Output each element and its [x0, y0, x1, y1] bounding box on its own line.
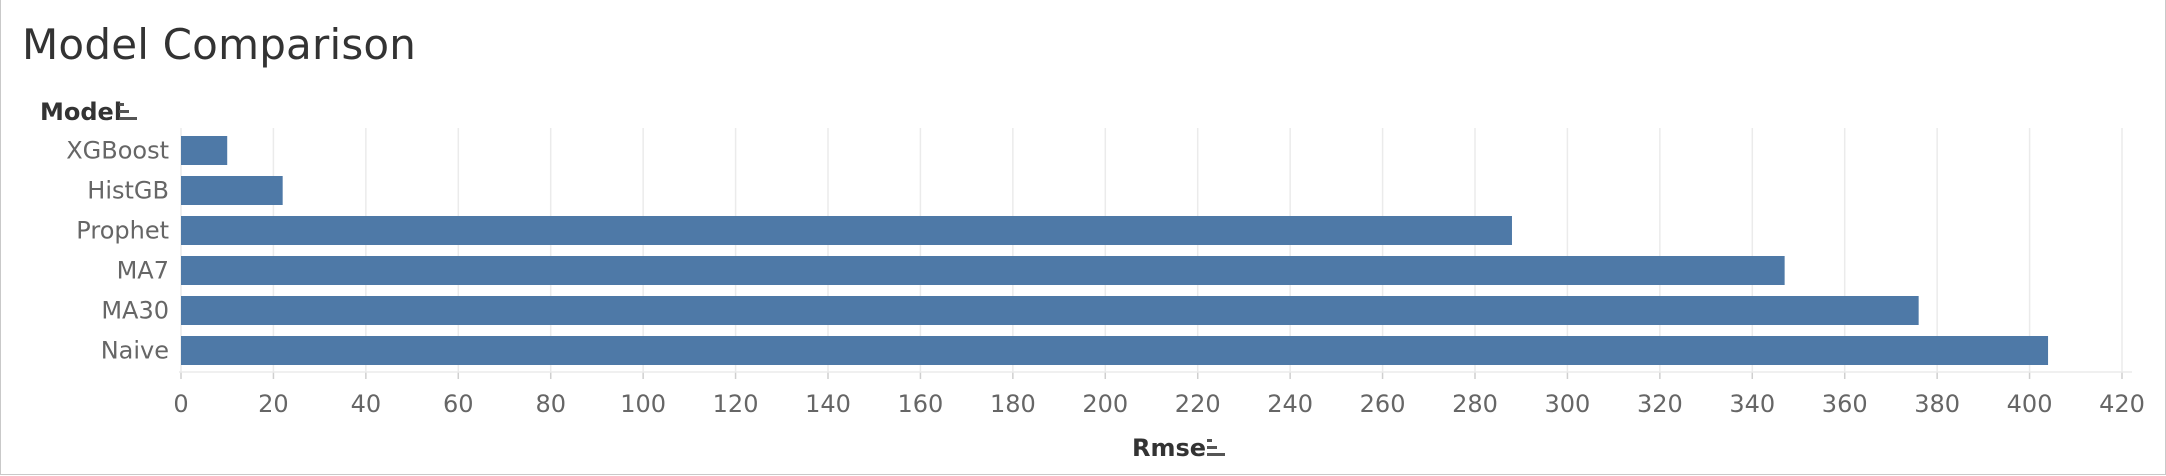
bar-xgboost[interactable]: [181, 136, 228, 165]
x-tick-label: 120: [713, 390, 759, 418]
x-tick-label: 40: [351, 390, 382, 418]
y-tick-label: MA30: [101, 297, 169, 325]
bar-prophet[interactable]: [181, 216, 1512, 245]
x-tick-label: 20: [258, 390, 289, 418]
x-tick-label: 360: [1822, 390, 1868, 418]
x-sort-descending-icon[interactable]: [1205, 437, 1227, 459]
y-sort-descending-icon[interactable]: [117, 101, 139, 123]
bar-ma30[interactable]: [181, 296, 1919, 325]
x-tick-label: 180: [990, 390, 1036, 418]
x-tick-label: 380: [1914, 390, 1960, 418]
y-tick-label: Naive: [101, 337, 169, 365]
y-tick-label: XGBoost: [66, 137, 169, 165]
y-tick-label: Prophet: [76, 217, 169, 245]
x-tick-label: 80: [535, 390, 566, 418]
x-tick-layer: 0 20 40 60 80 100 120 140 160 180 200 220 240 260 280 3…: [173, 390, 2145, 418]
bar-ma7[interactable]: [181, 256, 1785, 285]
x-tick-label: 160: [898, 390, 944, 418]
y-tick-label: MA7: [117, 257, 169, 285]
x-tick-label: 240: [1267, 390, 1313, 418]
x-tick-label: 400: [2007, 390, 2053, 418]
x-tick-label: 0: [173, 390, 188, 418]
y-tick-layer: XGBoost HistGB Prophet MA7 MA30 Naive: [66, 137, 169, 365]
x-tick-label: 60: [443, 390, 474, 418]
bar-layer: [181, 136, 2049, 365]
chart-title: Model Comparison: [22, 20, 417, 69]
y-axis-label[interactable]: Model: [40, 98, 123, 126]
bar-histgb[interactable]: [181, 176, 283, 205]
grid-layer: [179, 128, 2132, 379]
x-axis-label[interactable]: Rmse: [1132, 434, 1207, 462]
x-tick-label: 340: [1729, 390, 1775, 418]
x-tick-label: 100: [620, 390, 666, 418]
y-tick-label: HistGB: [87, 177, 169, 205]
x-tick-label: 260: [1360, 390, 1406, 418]
x-tick-label: 200: [1082, 390, 1128, 418]
x-tick-label: 220: [1175, 390, 1221, 418]
x-tick-label: 420: [2099, 390, 2145, 418]
bar-naive[interactable]: [181, 336, 2049, 365]
x-tick-label: 280: [1452, 390, 1498, 418]
x-tick-label: 300: [1545, 390, 1591, 418]
x-tick-label: 320: [1637, 390, 1683, 418]
x-tick-label: 140: [805, 390, 851, 418]
